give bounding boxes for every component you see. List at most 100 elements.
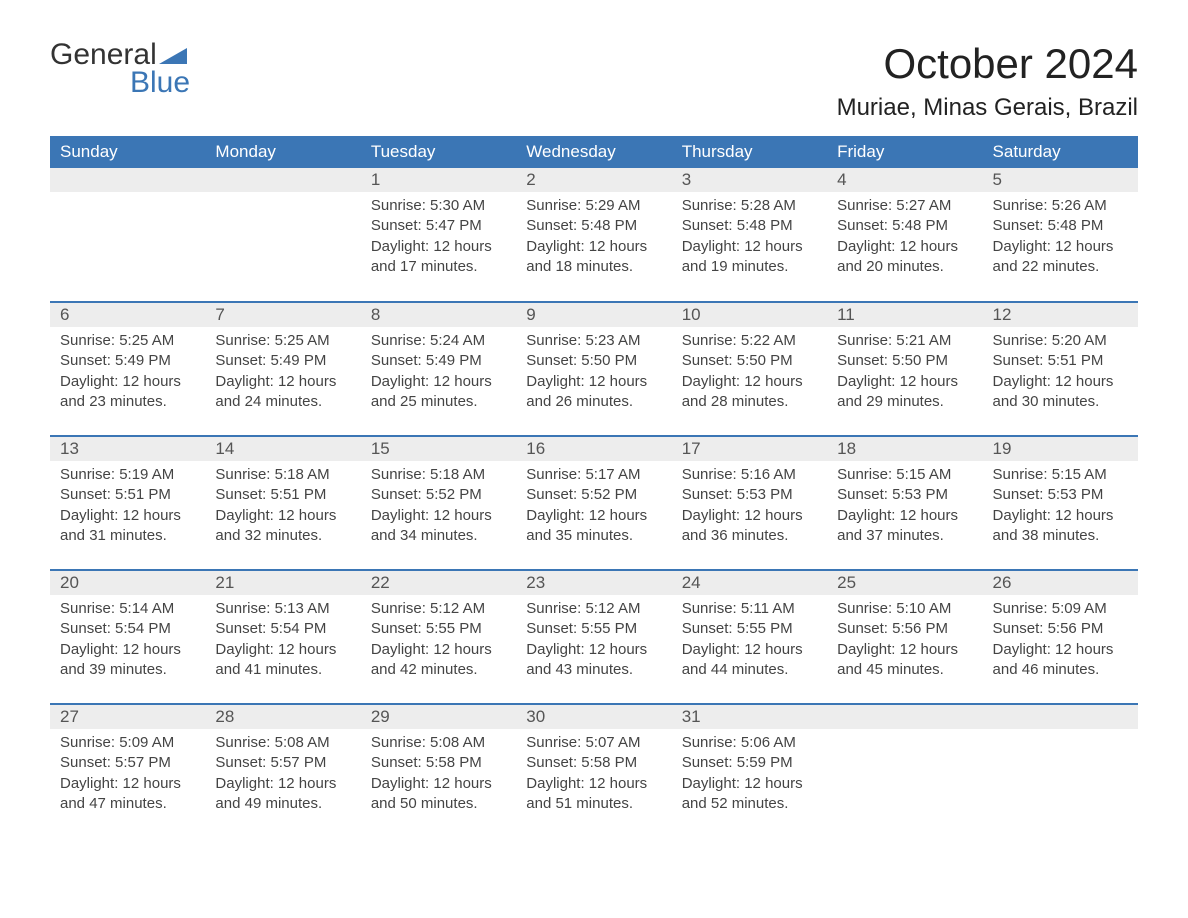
sunset-line: Sunset: 5:49 PM [60,351,195,371]
sunrise-line: Sunrise: 5:15 AM [837,465,972,485]
day-details: Sunrise: 5:10 AMSunset: 5:56 PMDaylight:… [827,595,982,688]
sunset-line: Sunset: 5:48 PM [993,216,1128,236]
calendar-cell: 5Sunrise: 5:26 AMSunset: 5:48 PMDaylight… [983,168,1138,302]
calendar-cell: 19Sunrise: 5:15 AMSunset: 5:53 PMDayligh… [983,436,1138,570]
day-number: 10 [672,303,827,327]
calendar-cell [983,704,1138,838]
sunset-line: Sunset: 5:57 PM [60,753,195,773]
sunrise-line: Sunrise: 5:29 AM [526,196,661,216]
daylight-line: Daylight: 12 hours and 31 minutes. [60,506,195,547]
day-number: 3 [672,168,827,192]
day-details: Sunrise: 5:15 AMSunset: 5:53 PMDaylight:… [983,461,1138,554]
sunrise-line: Sunrise: 5:09 AM [60,733,195,753]
sunset-line: Sunset: 5:55 PM [682,619,817,639]
sunset-line: Sunset: 5:48 PM [526,216,661,236]
calendar-cell: 9Sunrise: 5:23 AMSunset: 5:50 PMDaylight… [516,302,671,436]
calendar-cell: 31 Sunrise: 5:06 AMSunset: 5:59 PMDayligh… [672,704,827,838]
sunset-line: Sunset: 5:56 PM [993,619,1128,639]
day-header-row: Sunday Monday Tuesday Wednesday Thursday… [50,136,1138,168]
daylight-line: Daylight: 12 hours and 30 minutes. [993,372,1128,413]
day-details: Sunrise: 5:24 AMSunset: 5:49 PMDaylight:… [361,327,516,420]
day-details: Sunrise: 5:12 AMSunset: 5:55 PMDaylight:… [361,595,516,688]
sunrise-line: Sunrise: 5:26 AM [993,196,1128,216]
day-number: 19 [983,437,1138,461]
logo-text-blue: Blue [130,68,190,98]
calendar-cell: 26Sunrise: 5:09 AMSunset: 5:56 PMDayligh… [983,570,1138,704]
calendar-cell: 11Sunrise: 5:21 AMSunset: 5:50 PMDayligh… [827,302,982,436]
sunrise-line: Sunrise: 5:18 AM [371,465,506,485]
sunset-line: Sunset: 5:55 PM [371,619,506,639]
day-number: 31 [672,705,827,729]
daylight-line: Daylight: 12 hours and 35 minutes. [526,506,661,547]
day-number: 13 [50,437,205,461]
daylight-line: Daylight: 12 hours and 39 minutes. [60,640,195,681]
calendar-cell: 18Sunrise: 5:15 AMSunset: 5:53 PMDayligh… [827,436,982,570]
calendar-cell: 29Sunrise: 5:08 AMSunset: 5:58 PMDayligh… [361,704,516,838]
day-header: Tuesday [361,136,516,168]
day-details: Sunrise: 5:14 AMSunset: 5:54 PMDaylight:… [50,595,205,688]
sunset-line: Sunset: 5:50 PM [837,351,972,371]
day-header: Monday [205,136,360,168]
sunset-line: Sunset: 5:50 PM [526,351,661,371]
sunrise-line: Sunrise: 5:08 AM [215,733,350,753]
day-details: Sunrise: 5:13 AMSunset: 5:54 PMDaylight:… [205,595,360,688]
day-number: 7 [205,303,360,327]
calendar-cell: 20Sunrise: 5:14 AMSunset: 5:54 PMDayligh… [50,570,205,704]
sunset-line: Sunset: 5:51 PM [60,485,195,505]
day-header: Sunday [50,136,205,168]
day-number: 25 [827,571,982,595]
day-number: 9 [516,303,671,327]
sunrise-line: Sunrise: 5:12 AM [371,599,506,619]
day-details: Sunrise: 5:17 AMSunset: 5:52 PMDaylight:… [516,461,671,554]
calendar-cell: 21Sunrise: 5:13 AMSunset: 5:54 PMDayligh… [205,570,360,704]
day-details: Sunrise: 5:29 AMSunset: 5:48 PMDaylight:… [516,192,671,285]
sunrise-line: Sunrise: 5:24 AM [371,331,506,351]
logo: General Blue [50,40,190,98]
day-number: 30 [516,705,671,729]
sunset-line: Sunset: 5:54 PM [60,619,195,639]
sunrise-line: Sunrise: 5:06 AM [682,733,817,753]
day-details: Sunrise: 5:25 AMSunset: 5:49 PMDaylight:… [205,327,360,420]
day-details: Sunrise: 5:16 AMSunset: 5:53 PMDaylight:… [672,461,827,554]
day-details: Sunrise: 5:09 AMSunset: 5:57 PMDaylight:… [50,729,205,822]
day-number: 24 [672,571,827,595]
day-number [205,168,360,192]
day-number: 20 [50,571,205,595]
sunrise-line: Sunrise: 5:10 AM [837,599,972,619]
daylight-line: Daylight: 12 hours and 24 minutes. [215,372,350,413]
day-details: Sunrise: 5:18 AMSunset: 5:51 PMDaylight:… [205,461,360,554]
sunrise-line: Sunrise: 5:19 AM [60,465,195,485]
daylight-line: Daylight: 12 hours and 18 minutes. [526,237,661,278]
daylight-line: Daylight: 12 hours and 41 minutes. [215,640,350,681]
sunrise-line: Sunrise: 5:17 AM [526,465,661,485]
daylight-line: Daylight: 12 hours and 17 minutes. [371,237,506,278]
sunrise-line: Sunrise: 5:11 AM [682,599,817,619]
calendar-cell: 2Sunrise: 5:29 AMSunset: 5:48 PMDaylight… [516,168,671,302]
sunset-line: Sunset: 5:59 PM [682,753,817,773]
sunrise-line: Sunrise: 5:08 AM [371,733,506,753]
calendar-week-row: 13Sunrise: 5:19 AMSunset: 5:51 PMDayligh… [50,436,1138,570]
daylight-line: Daylight: 12 hours and 52 minutes. [682,774,817,815]
day-number [50,168,205,192]
sunrise-line: Sunrise: 5:18 AM [215,465,350,485]
sunset-line: Sunset: 5:53 PM [682,485,817,505]
daylight-line: Daylight: 12 hours and 43 minutes. [526,640,661,681]
sunset-line: Sunset: 5:58 PM [526,753,661,773]
calendar-cell: 25Sunrise: 5:10 AMSunset: 5:56 PMDayligh… [827,570,982,704]
calendar-cell: 17Sunrise: 5:16 AMSunset: 5:53 PMDayligh… [672,436,827,570]
daylight-line: Daylight: 12 hours and 47 minutes. [60,774,195,815]
calendar-week-row: 20Sunrise: 5:14 AMSunset: 5:54 PMDayligh… [50,570,1138,704]
day-number: 27 [50,705,205,729]
calendar-cell: 7Sunrise: 5:25 AMSunset: 5:49 PMDaylight… [205,302,360,436]
calendar-week-row: 1Sunrise: 5:30 AMSunset: 5:47 PMDaylight… [50,168,1138,302]
calendar-cell [827,704,982,838]
day-details: Sunrise: 5:30 AMSunset: 5:47 PMDaylight:… [361,192,516,285]
sunset-line: Sunset: 5:54 PM [215,619,350,639]
sunset-line: Sunset: 5:58 PM [371,753,506,773]
daylight-line: Daylight: 12 hours and 19 minutes. [682,237,817,278]
daylight-line: Daylight: 12 hours and 42 minutes. [371,640,506,681]
sunrise-line: Sunrise: 5:20 AM [993,331,1128,351]
day-details: Sunrise: 5:28 AMSunset: 5:48 PMDaylight:… [672,192,827,285]
day-details: Sunrise: 5:15 AMSunset: 5:53 PMDaylight:… [827,461,982,554]
day-details: Sunrise: 5:19 AMSunset: 5:51 PMDaylight:… [50,461,205,554]
